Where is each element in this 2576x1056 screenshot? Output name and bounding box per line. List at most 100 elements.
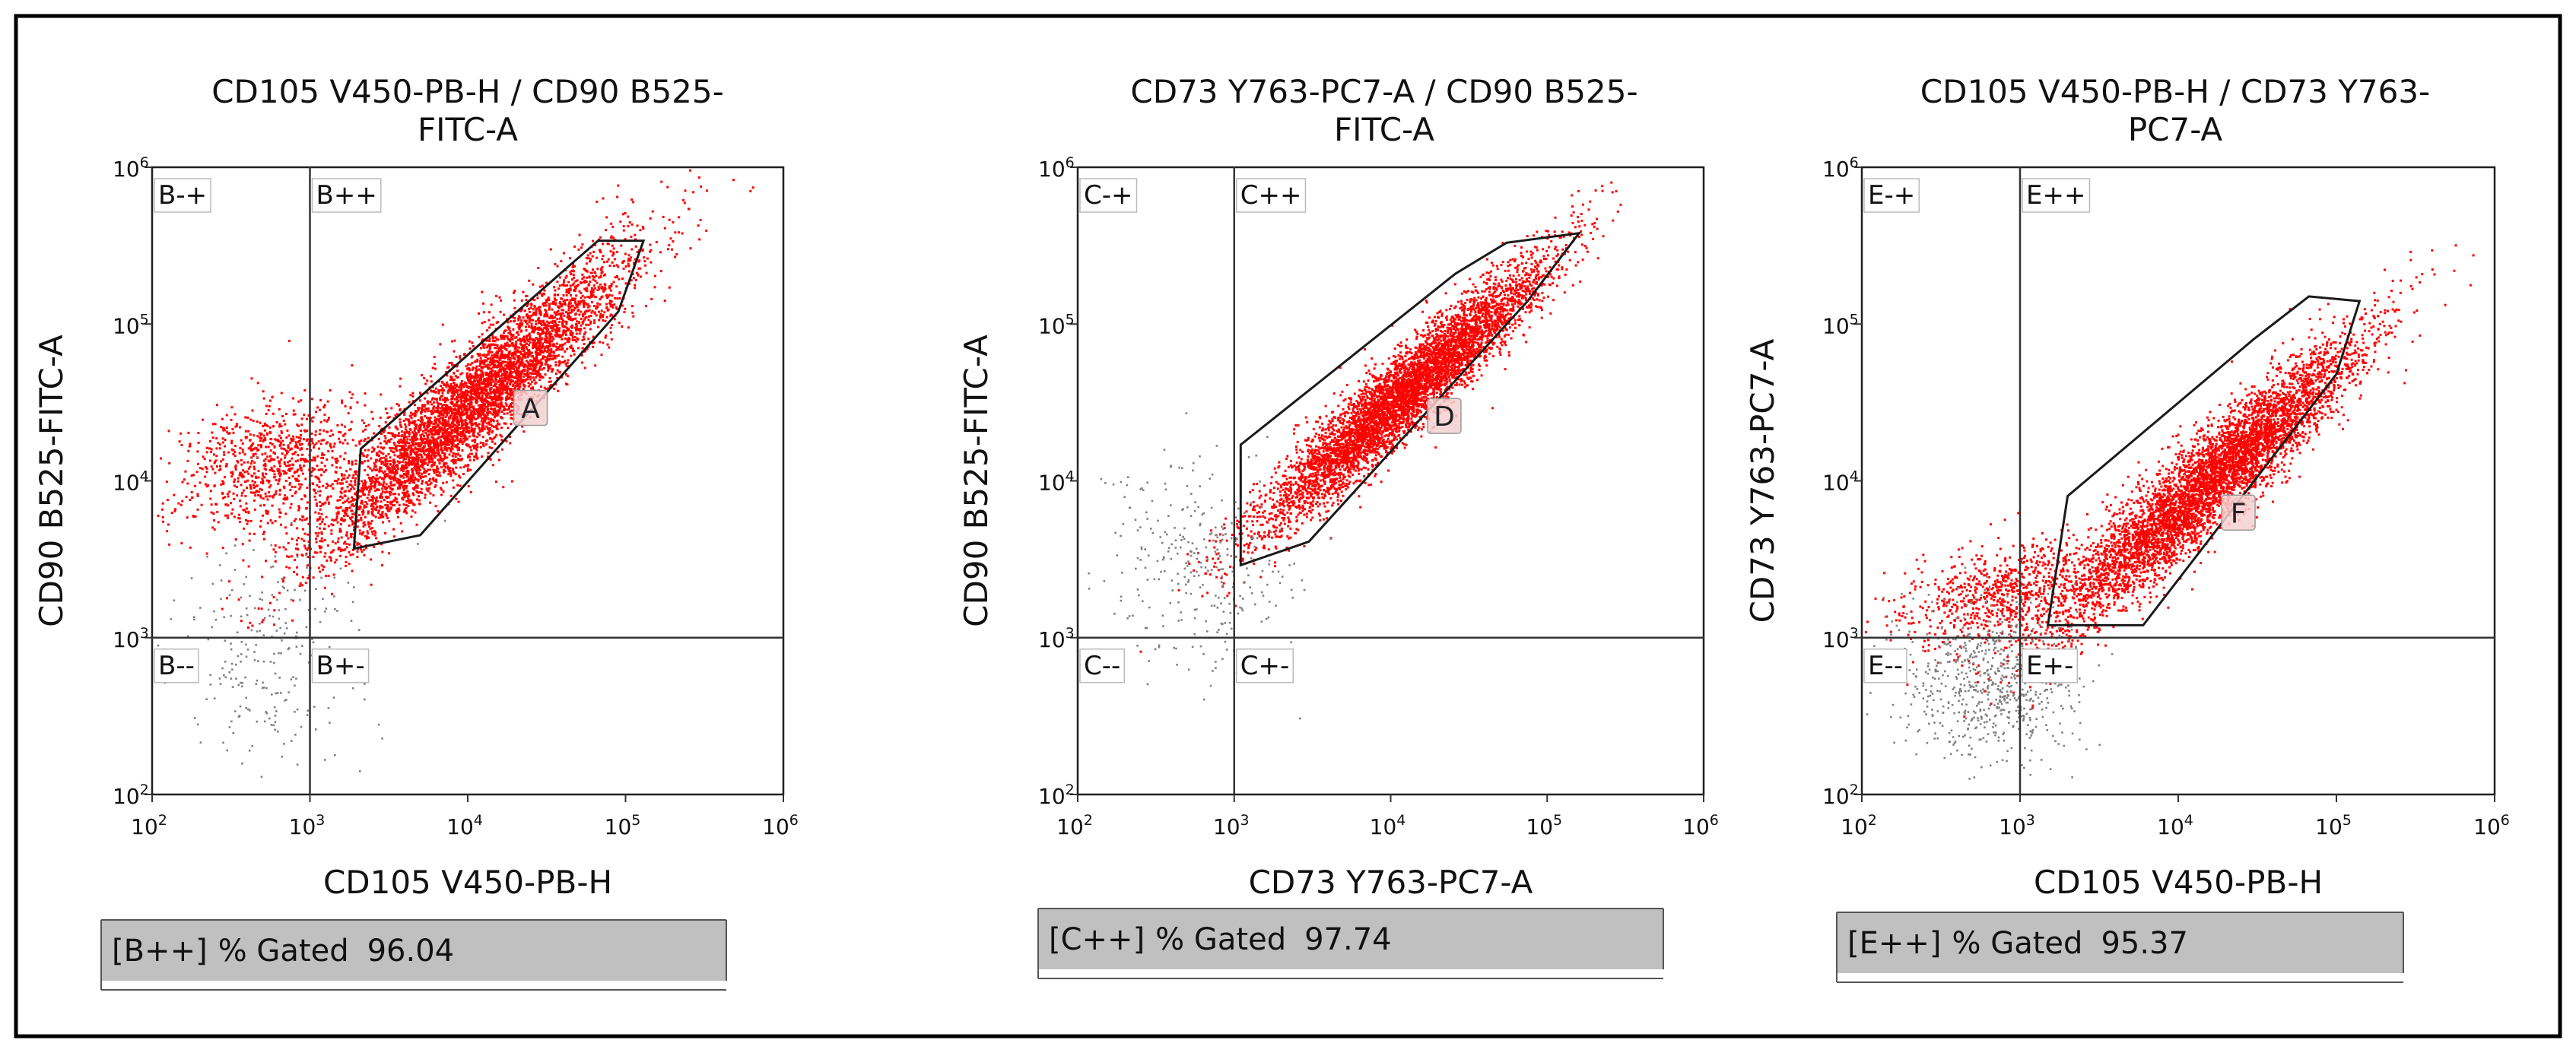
event-dot	[433, 454, 436, 457]
event-dot	[467, 455, 470, 457]
event-dot	[375, 537, 378, 540]
event-dot	[325, 575, 327, 578]
event-dot	[478, 385, 481, 388]
event-dot	[472, 397, 475, 400]
event-dot	[506, 381, 509, 384]
event-dot	[551, 335, 554, 338]
event-dot	[350, 533, 353, 535]
event-dot	[533, 299, 536, 301]
event-dot	[592, 322, 596, 325]
event-dot	[431, 452, 434, 455]
event-dot	[613, 258, 616, 261]
event-dot	[497, 364, 500, 367]
event-dot	[538, 337, 542, 339]
event-dot	[411, 442, 415, 445]
event-dot	[558, 276, 561, 279]
event-dot	[570, 347, 573, 350]
event-dot	[545, 332, 548, 335]
event-dot	[343, 518, 346, 522]
event-dot	[544, 302, 547, 305]
event-dot	[475, 436, 478, 439]
event-dot	[389, 477, 392, 480]
event-dot	[534, 382, 537, 385]
event-dot	[428, 425, 431, 427]
event-dot	[520, 319, 523, 322]
event-dot	[397, 507, 400, 510]
event-dot	[570, 270, 573, 272]
event-dot	[321, 520, 324, 523]
event-dot	[493, 353, 496, 356]
event-dot	[581, 322, 584, 325]
event-dot	[556, 369, 559, 372]
event-dot	[529, 341, 532, 344]
event-dot	[438, 427, 441, 430]
event-dot	[551, 344, 554, 347]
event-dot	[602, 255, 605, 258]
event-dot	[426, 484, 429, 487]
event-dot	[335, 466, 338, 469]
event-dot	[466, 411, 469, 414]
event-dot	[549, 355, 552, 357]
event-dot	[420, 488, 423, 490]
event-dot	[544, 349, 546, 352]
event-dot	[528, 350, 531, 354]
event-dot	[521, 370, 524, 373]
event-dot	[430, 409, 433, 412]
event-dot	[392, 484, 395, 487]
event-dot	[437, 389, 440, 392]
event-dot	[438, 462, 441, 465]
event-dot	[488, 382, 491, 385]
event-dot	[532, 357, 535, 360]
event-dot	[587, 296, 590, 298]
event-dot	[319, 570, 322, 573]
event-dot	[466, 426, 469, 429]
event-dot	[477, 432, 480, 435]
event-dot	[443, 456, 446, 459]
event-dot	[373, 534, 376, 537]
event-dot	[287, 555, 291, 558]
event-dot	[567, 304, 570, 307]
event-dot	[551, 354, 554, 357]
event-dot	[567, 341, 570, 344]
event-dot	[451, 392, 454, 395]
event-dot	[446, 422, 449, 425]
event-dot	[384, 495, 387, 498]
event-dot	[338, 528, 341, 531]
event-dot	[541, 376, 543, 379]
event-dot	[505, 399, 507, 401]
event-dot	[447, 473, 450, 476]
event-dot	[513, 319, 516, 322]
event-dot	[617, 184, 620, 187]
event-dot	[300, 538, 303, 541]
event-dot	[342, 542, 345, 545]
event-dot	[503, 422, 506, 425]
event-dot	[545, 361, 548, 364]
event-dot	[532, 319, 535, 322]
event-dot	[532, 347, 534, 350]
event-dot	[408, 435, 411, 438]
event-dot	[329, 551, 332, 554]
event-dot	[499, 382, 502, 385]
event-dot	[668, 286, 671, 289]
event-dot	[583, 333, 586, 336]
event-dot	[445, 447, 448, 450]
event-dot	[414, 439, 417, 442]
event-dot	[420, 412, 423, 415]
event-dot	[455, 466, 458, 469]
event-dot	[403, 447, 406, 450]
event-dot	[684, 189, 687, 192]
event-dot	[430, 390, 434, 393]
event-dot	[386, 509, 389, 512]
event-dot	[612, 251, 615, 254]
event-dot	[454, 473, 457, 476]
event-dot	[529, 336, 532, 339]
event-dot	[471, 452, 473, 455]
event-dot	[382, 484, 385, 487]
event-dot	[452, 486, 455, 489]
event-dot	[481, 421, 484, 424]
event-dot	[413, 481, 416, 484]
event-dot	[317, 566, 320, 569]
event-dot	[570, 354, 573, 357]
event-dot	[634, 245, 637, 248]
event-dot	[538, 376, 542, 379]
